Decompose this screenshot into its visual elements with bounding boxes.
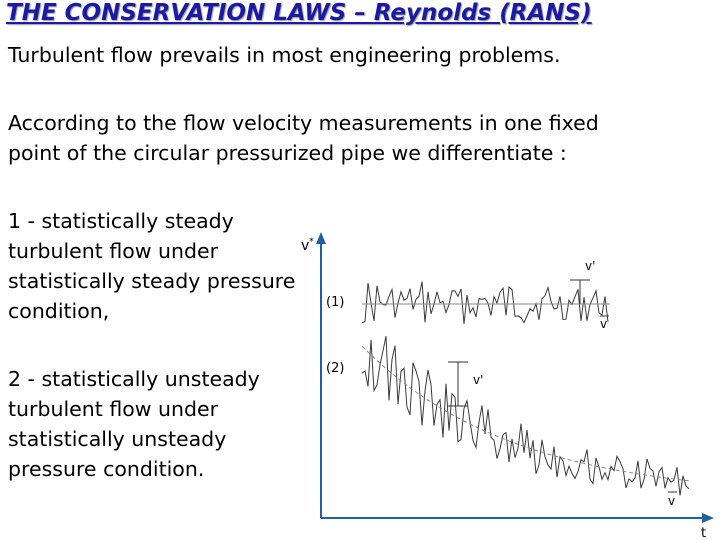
y-axis-arrow-icon <box>316 232 326 244</box>
unsteady-flow-item: 2 - statistically unsteady turbulent flo… <box>8 364 260 484</box>
mean2-label: v <box>668 494 675 508</box>
measurement-line-1: According to the flow velocity measureme… <box>8 111 599 135</box>
fluctuation1-label: v' <box>585 259 595 273</box>
unsteady-flow-line-2: turbulent flow under <box>8 397 219 421</box>
mean1-label: v <box>600 317 607 331</box>
steady-flow-line-2: turbulent flow under <box>8 239 219 263</box>
unsteady-signal-trace <box>361 336 690 496</box>
y-axis-label: v* <box>301 237 314 254</box>
curve2-label: (2) <box>326 361 344 376</box>
measurement-line-2: point of the circular pressurized pipe w… <box>8 141 567 165</box>
fluctuation2-marker <box>448 361 468 407</box>
unsteady-mean-curve <box>361 345 691 482</box>
velocity-time-diagram: v* t (1) (2) v' v v' v <box>301 232 714 540</box>
curve1-label: (1) <box>326 295 344 310</box>
x-axis-arrow-icon <box>702 513 714 523</box>
fluctuation2-label: v' <box>473 373 483 387</box>
x-axis-label: t <box>701 526 706 540</box>
steady-signal-trace <box>361 281 609 324</box>
fluctuation1-marker <box>570 279 590 304</box>
intro-paragraph: Turbulent flow prevails in most engineer… <box>8 43 561 67</box>
axes <box>316 232 714 523</box>
unsteady-flow-line-3: statistically unsteady <box>8 427 227 451</box>
steady-flow-item: 1 - statistically steady turbulent flow … <box>8 206 295 326</box>
slide-title: THE CONSERVATION LAWS – Reynolds (RANS) <box>6 0 592 26</box>
unsteady-flow-line-4: pressure condition. <box>8 457 205 481</box>
measurement-paragraph: According to the flow velocity measureme… <box>8 108 599 168</box>
steady-flow-line-3: statistically steady pressure <box>8 269 296 293</box>
steady-flow-line-4: condition, <box>8 299 110 323</box>
unsteady-flow-line-1: 2 - statistically unsteady <box>8 367 260 391</box>
steady-flow-line-1: 1 - statistically steady <box>8 209 234 233</box>
